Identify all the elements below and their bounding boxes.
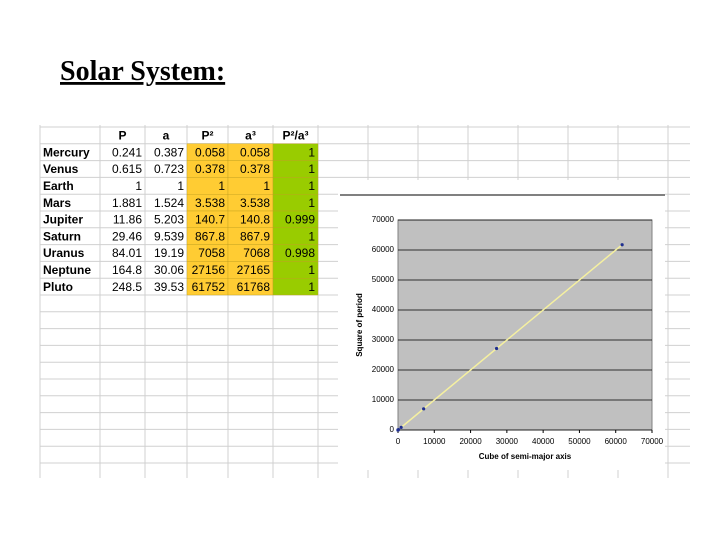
cell-value: 29.46	[112, 229, 142, 243]
y-tick-label: 20000	[372, 365, 395, 374]
data-point	[396, 427, 401, 432]
cell-value: 0.378	[240, 162, 270, 176]
cell-value: 1.881	[112, 196, 142, 210]
cell-value: 0.378	[195, 162, 225, 176]
y-tick-label: 40000	[372, 305, 395, 314]
cell-fill	[272, 278, 319, 296]
cell-value: 11.86	[113, 213, 142, 227]
x-tick-label: 20000	[459, 437, 482, 446]
cell-value: 1	[177, 179, 184, 193]
x-tick-label: 70000	[641, 437, 664, 446]
cell-value: 248.5	[112, 280, 142, 294]
row-name: Uranus	[43, 246, 85, 260]
cell-value: 0.058	[195, 145, 225, 159]
cell-value: 1	[135, 179, 142, 193]
row-name: Mars	[43, 196, 71, 210]
cell-value: 3.538	[240, 196, 270, 210]
row-name: Venus	[43, 162, 79, 176]
x-tick-label: 50000	[568, 437, 591, 446]
cell-value: 19.19	[154, 246, 184, 260]
cell-value: 61752	[192, 280, 226, 294]
cell-value: 0.999	[285, 213, 315, 227]
row-name: Earth	[43, 179, 74, 193]
x-axis-title: Cube of semi-major axis	[479, 452, 572, 461]
y-tick-label: 50000	[372, 275, 395, 284]
x-tick-label: 40000	[532, 437, 555, 446]
row-name: Saturn	[43, 229, 81, 243]
cell-value: 1	[308, 229, 315, 243]
cell-value: 1	[308, 162, 315, 176]
y-tick-label: 30000	[372, 335, 395, 344]
data-point	[620, 243, 624, 247]
cell-value: 0.615	[112, 162, 142, 176]
y-tick-label: 10000	[372, 395, 395, 404]
cell-value: 0.241	[112, 145, 142, 159]
cell-value: 61768	[237, 280, 271, 294]
row-name: Jupiter	[43, 213, 83, 227]
cell-value: 0.998	[285, 246, 315, 260]
cell-value: 1	[308, 179, 315, 193]
cell-value: 140.8	[240, 213, 270, 227]
row-name: Neptune	[43, 263, 91, 277]
y-axis-title: Square of period	[355, 293, 364, 357]
column-header: P²	[202, 129, 214, 143]
cell-value: 1	[308, 145, 315, 159]
cell-value: 7068	[243, 246, 270, 260]
cell-value: 164.8	[112, 263, 142, 277]
x-tick-label: 0	[396, 437, 401, 446]
x-tick-label: 60000	[605, 437, 628, 446]
column-header: P	[118, 129, 126, 143]
data-point	[399, 425, 403, 429]
data-point	[422, 407, 426, 411]
cell-value: 0.387	[154, 145, 184, 159]
cell-value: 867.8	[195, 229, 225, 243]
cell-value: 84.01	[112, 246, 142, 260]
cell-value: 0.723	[154, 162, 184, 176]
row-name: Pluto	[43, 280, 73, 294]
x-tick-label: 30000	[496, 437, 519, 446]
data-point	[494, 346, 499, 351]
cell-value: 1	[308, 263, 315, 277]
column-header: a	[163, 129, 170, 143]
cell-value: 39.53	[154, 280, 184, 294]
cell-value: 7058	[198, 246, 225, 260]
y-tick-label: 60000	[372, 245, 395, 254]
cell-value: 3.538	[195, 196, 225, 210]
cell-value: 867.9	[240, 229, 270, 243]
column-header: P²/a³	[282, 129, 308, 143]
cell-value: 1	[308, 280, 315, 294]
cell-value: 30.06	[154, 263, 184, 277]
column-header: a³	[245, 129, 256, 143]
y-tick-label: 70000	[372, 215, 395, 224]
cell-value: 27156	[192, 263, 226, 277]
cell-value: 1.524	[154, 196, 184, 210]
cell-value: 140.7	[195, 213, 225, 227]
trendline	[397, 244, 623, 431]
cell-value: 1	[263, 179, 270, 193]
cell-value: 5.203	[154, 213, 184, 227]
cell-value: 27165	[237, 263, 271, 277]
cell-value: 0.058	[240, 145, 270, 159]
cell-value: 9.539	[154, 229, 184, 243]
cell-value: 1	[218, 179, 225, 193]
x-tick-label: 10000	[423, 437, 446, 446]
cell-value: 1	[308, 196, 315, 210]
slide-title: Solar System:	[60, 56, 225, 87]
y-tick-label: 0	[390, 425, 395, 434]
row-name: Mercury	[43, 145, 90, 159]
